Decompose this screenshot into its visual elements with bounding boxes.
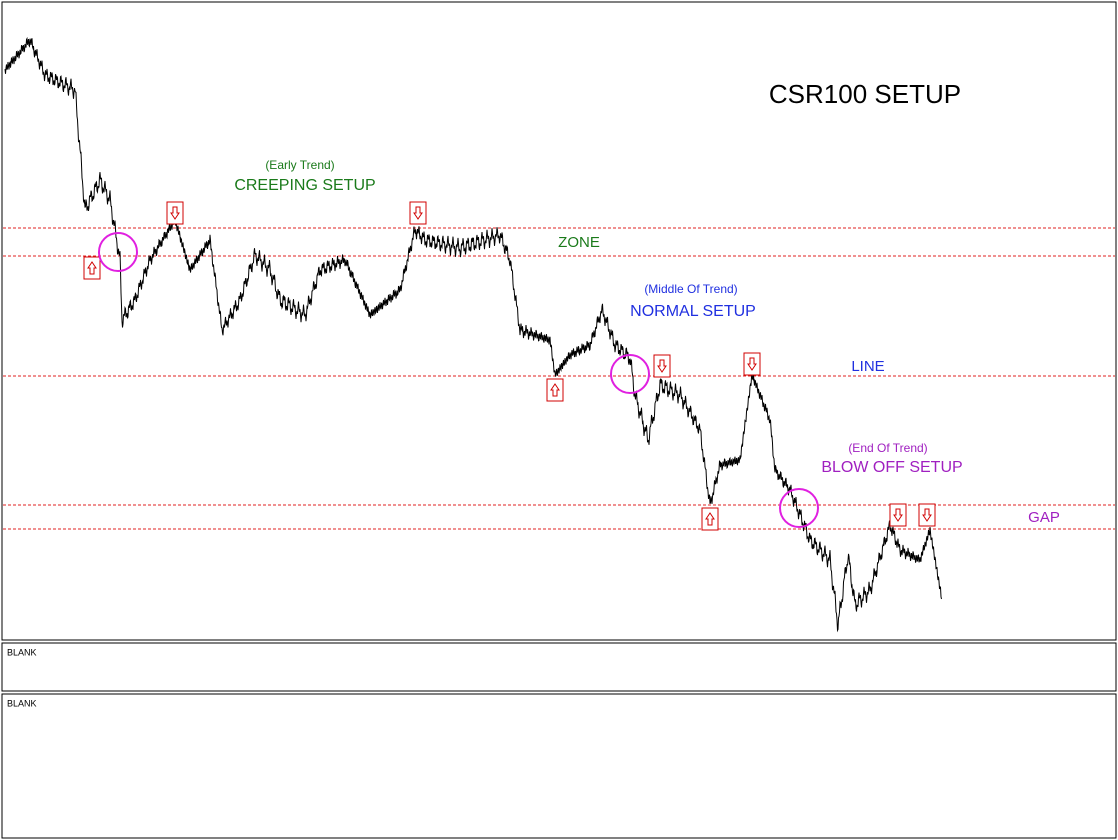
sell-arrow <box>409 201 427 225</box>
setup-stage: (End Of Trend) <box>848 441 927 455</box>
marker-arrow <box>747 357 757 371</box>
highlight-circle <box>779 488 819 528</box>
panel-label: BLANK <box>7 698 37 708</box>
marker-arrow <box>657 359 667 373</box>
marker-box <box>83 256 101 280</box>
marker-arrow <box>893 508 903 522</box>
sell-arrow <box>653 354 671 378</box>
setup-name: NORMAL SETUP <box>630 303 756 320</box>
setup-stage: (Early Trend) <box>265 158 334 172</box>
buy-arrow <box>546 378 564 402</box>
marker-arrow <box>550 383 560 397</box>
price-path <box>4 36 942 633</box>
marker-box <box>701 507 719 531</box>
level-label: ZONE <box>558 234 600 251</box>
indicator-panel <box>1 642 1117 692</box>
marker-arrow <box>413 206 423 220</box>
marker-box <box>409 201 427 225</box>
marker-box <box>743 352 761 376</box>
marker-box <box>546 378 564 402</box>
marker-box <box>918 503 936 527</box>
indicator-panel <box>1 693 1117 839</box>
sell-arrow <box>743 352 761 376</box>
price-line <box>4 36 942 633</box>
chart-title: CSR100 SETUP <box>769 79 961 109</box>
buy-arrow <box>83 256 101 280</box>
level-label: LINE <box>851 358 884 375</box>
marker-arrow <box>170 206 180 220</box>
panel-label: BLANK <box>7 647 37 657</box>
marker-arrow <box>922 508 932 522</box>
highlight-circle <box>610 354 650 394</box>
buy-arrow <box>701 507 719 531</box>
marker-arrow <box>87 261 97 275</box>
marker-box <box>889 503 907 527</box>
sell-arrow <box>889 503 907 527</box>
highlight-circle <box>98 232 138 272</box>
sell-arrow <box>918 503 936 527</box>
setup-stage: (Middle Of Trend) <box>644 282 737 296</box>
setup-name: CREEPING SETUP <box>234 177 375 194</box>
marker-box <box>166 201 184 225</box>
level-label: GAP <box>1028 509 1060 526</box>
setup-name: BLOW OFF SETUP <box>821 459 962 476</box>
signal-markers <box>83 201 936 531</box>
sell-arrow <box>166 201 184 225</box>
marker-arrow <box>705 512 715 526</box>
marker-box <box>653 354 671 378</box>
